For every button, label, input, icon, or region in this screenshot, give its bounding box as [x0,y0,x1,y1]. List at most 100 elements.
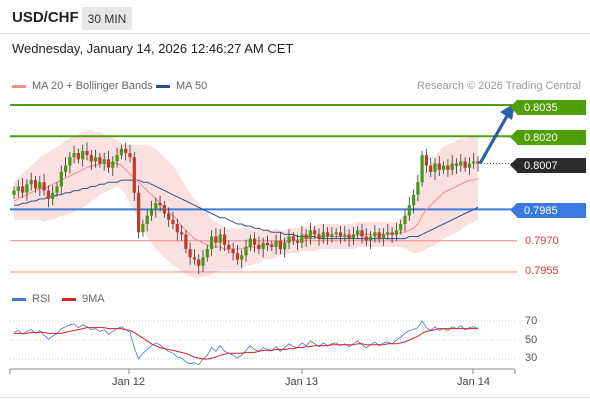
candle-body [55,186,59,193]
candle-body [180,232,184,235]
candle-body [454,163,459,166]
candle-body [381,234,386,239]
candle-body [244,247,248,256]
credit-text: Research © 2026 Trading Central [416,80,581,92]
rsi-tick-50: 50 [525,334,538,346]
candle-body [253,238,257,245]
bottom-divider [0,397,590,398]
last-price-tag: 0.8007 [517,158,586,173]
candle-body [167,213,171,220]
rsi-panel [10,320,515,366]
candle-body [326,232,330,237]
candle-body [343,234,347,237]
candle-body [334,232,338,235]
level-tag-8035: 0.8035 [517,100,586,115]
candle-body [296,240,300,243]
candle-body [308,230,312,239]
candle-body [137,192,141,233]
level-label-7955: 0.7955 [525,265,559,277]
candle-body [21,186,25,193]
x-tick-jan14: Jan 14 [457,376,491,388]
rsi-tick-30: 30 [525,352,538,364]
candle-body [162,205,166,214]
ma50-swatch-icon [156,84,170,88]
candle-body [201,257,205,266]
candle-body [149,209,154,216]
candle-body [476,161,480,164]
forecast-arrow-shaft [478,115,509,165]
candle-body [463,161,467,168]
legend-rsi-ma: 9MA [62,293,105,305]
candle-body [412,194,416,206]
level-label-7970: 0.7970 [525,235,559,247]
candle-body [360,230,364,237]
legend-ma20-label: MA 20 + Bollinger Bands [32,80,153,92]
candle-body [472,161,476,164]
tag-arrow-icon [510,203,517,217]
ma20-swatch-icon [12,84,26,88]
candle-body [210,236,214,249]
candle-body [394,230,398,235]
candle-body [132,157,136,193]
candles [12,142,480,275]
candle-body [270,244,274,247]
candle-body [373,232,377,237]
candle-body [89,155,93,162]
candle-body [446,165,450,170]
candle-body [72,153,76,158]
candle-body [338,232,343,237]
legend-rsi-label: RSI [32,293,51,305]
header-divider [0,33,590,34]
candle-body [231,249,235,254]
candle-body [317,234,321,239]
candle-body [222,234,227,245]
tag-arrow-icon [510,100,517,114]
rsi-swatch-icon [12,297,26,301]
candle-body [29,180,33,185]
candle-body [145,215,149,224]
candle-body [442,165,446,170]
candle-body [313,230,317,235]
x-axis [9,368,516,374]
timeframe-badge[interactable]: 30 MIN [82,7,132,30]
candle-body [420,155,424,183]
candle-body [33,180,38,189]
candle-body [240,255,244,260]
price-levels [10,104,517,273]
legend-ma20: MA 20 + Bollinger Bands [12,80,153,92]
candle-body [197,259,201,266]
candle-body [175,224,179,233]
candle-body [403,215,407,224]
candle-body [94,157,98,162]
candle-body [46,190,50,199]
candle-body [64,165,68,172]
candle-body [76,153,80,160]
ma50-polyline [14,179,479,240]
candle-body [141,224,145,233]
candle-body [102,159,106,164]
candle-body [287,236,291,243]
rsi-tick-70: 70 [525,315,538,327]
level-tag-7985: 0.7985 [517,203,586,218]
candle-body [158,203,162,206]
candle-body [429,165,433,172]
candle-body [214,236,218,243]
candle-body [300,234,304,243]
rsi-ma-swatch-icon [62,297,76,301]
candle-body [106,159,111,168]
candle-body [321,232,325,239]
candle-body [38,182,42,189]
legend-rsi-ma-label: 9MA [82,293,105,305]
candle-body [377,232,381,239]
ma50-line [14,179,479,240]
candle-body [261,242,265,250]
candle-body [227,244,231,250]
level-tag-8020: 0.8020 [517,130,586,145]
candle-body [124,148,128,153]
candle-body [119,148,123,156]
candle-body [111,161,115,168]
candle-body [218,234,222,243]
candle-body [330,234,334,237]
candle-body [85,150,89,156]
